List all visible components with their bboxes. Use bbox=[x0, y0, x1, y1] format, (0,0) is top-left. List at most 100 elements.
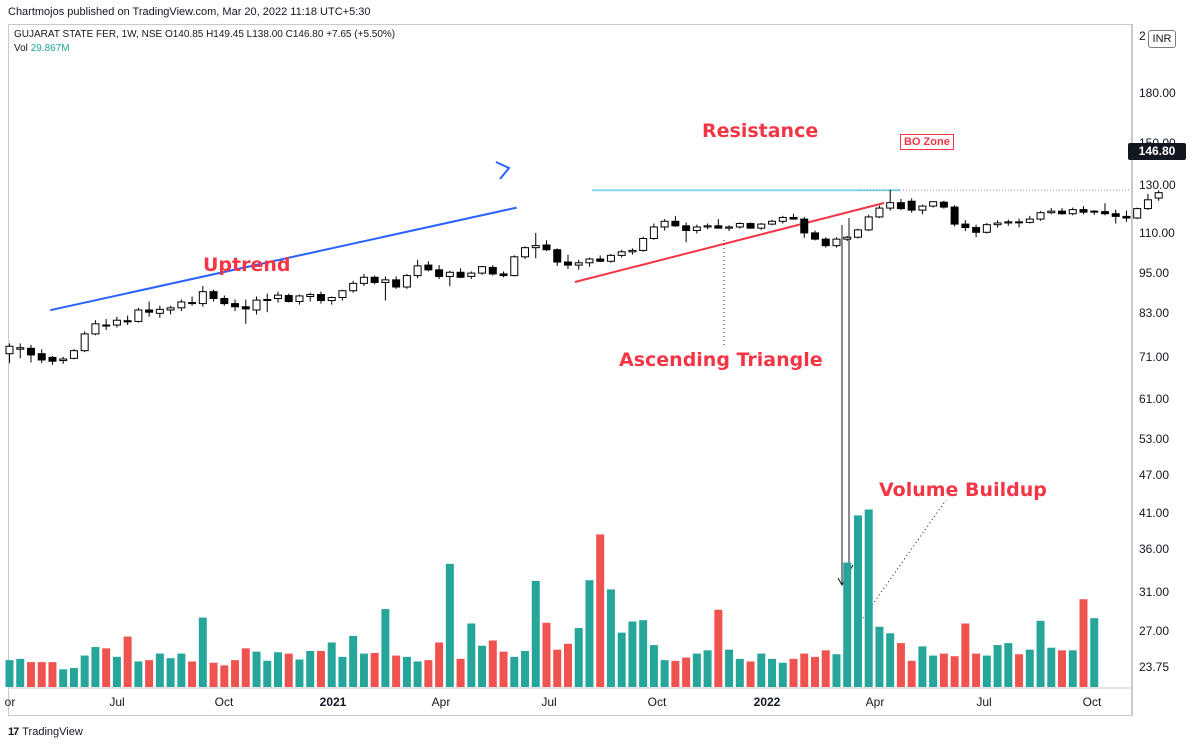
candle-body bbox=[939, 201, 948, 208]
x-tick-label: Oct bbox=[215, 695, 234, 709]
last-price-label: 146.80 bbox=[1128, 143, 1186, 160]
candle-body bbox=[531, 245, 540, 249]
volume-bar bbox=[1058, 650, 1067, 687]
candle-body bbox=[725, 226, 734, 229]
candle-body bbox=[821, 238, 830, 247]
candle-body bbox=[972, 227, 981, 233]
candle-body bbox=[789, 216, 798, 220]
volume-bar bbox=[531, 580, 540, 687]
candle-body bbox=[574, 262, 583, 266]
volume-bar bbox=[639, 620, 648, 687]
y-tick-label: 180.00 bbox=[1139, 86, 1176, 100]
resistance-annotation: Resistance bbox=[702, 120, 819, 142]
volume-bar bbox=[198, 617, 207, 687]
volume-bar bbox=[853, 515, 862, 687]
candle-body bbox=[1154, 192, 1163, 199]
volume-bar bbox=[864, 509, 873, 687]
candle-body bbox=[746, 223, 755, 229]
volume-bars bbox=[5, 509, 1099, 687]
candle-body bbox=[499, 273, 508, 277]
volume-bar bbox=[424, 660, 433, 687]
y-tick-label: 47.00 bbox=[1139, 468, 1169, 482]
chart-frame bbox=[8, 24, 1132, 716]
candle-body bbox=[209, 291, 218, 299]
volume-bar bbox=[950, 656, 959, 687]
support-line bbox=[574, 202, 885, 283]
candle-body bbox=[445, 271, 454, 277]
y-tick-label: 71.00 bbox=[1139, 350, 1169, 364]
candle-body bbox=[1100, 211, 1109, 215]
volume-bar bbox=[5, 660, 14, 687]
volume-bar bbox=[1047, 647, 1056, 687]
volume-buildup-annotation: Volume Buildup bbox=[879, 479, 1047, 501]
x-tick-label: Oct bbox=[648, 695, 667, 709]
candle-body bbox=[864, 216, 873, 231]
volume-bar bbox=[628, 621, 637, 687]
volume-bar bbox=[69, 668, 78, 687]
bo-zone-annotation: BO Zone bbox=[900, 134, 954, 150]
candle-body bbox=[435, 269, 444, 277]
candle-body bbox=[166, 307, 175, 311]
volume-bar bbox=[467, 623, 476, 687]
candle-body bbox=[59, 358, 68, 362]
volume-bar bbox=[338, 656, 347, 687]
candle-body bbox=[778, 216, 787, 222]
x-tick-label: Jul bbox=[541, 695, 556, 709]
candle-body bbox=[1047, 210, 1056, 214]
candle-body bbox=[811, 232, 819, 240]
volume-label: Vol bbox=[14, 43, 28, 54]
candle-body bbox=[1036, 212, 1045, 220]
tradingview-footer[interactable]: 17 TradingView bbox=[8, 726, 83, 738]
volume-bar bbox=[1068, 650, 1077, 687]
candle-body bbox=[1079, 209, 1088, 213]
volume-bar bbox=[961, 623, 970, 687]
volume-bar bbox=[349, 635, 358, 687]
candle-body bbox=[220, 297, 229, 305]
volume-bar bbox=[456, 658, 465, 687]
candle-body bbox=[188, 302, 197, 305]
tradingview-brand: TradingView bbox=[22, 726, 83, 738]
candle-body bbox=[1111, 213, 1120, 217]
candle-body bbox=[875, 207, 884, 218]
y-tick-label: 27.00 bbox=[1139, 624, 1169, 638]
candle-body bbox=[1068, 209, 1077, 215]
candle-body bbox=[1122, 215, 1131, 219]
candle-body bbox=[359, 276, 368, 284]
volume-bar bbox=[843, 562, 852, 687]
volume-bar bbox=[91, 647, 100, 687]
uptrend-annotation: Uptrend bbox=[203, 254, 291, 276]
candle-body bbox=[37, 353, 46, 361]
x-tick-label: or bbox=[5, 695, 16, 709]
y-tick-label: 53.00 bbox=[1139, 432, 1169, 446]
volume-bar bbox=[1036, 620, 1045, 687]
candle-body bbox=[80, 333, 89, 352]
candle-body bbox=[198, 291, 207, 305]
axes: 2180.00150.00130.00110.0095.0083.0071.00… bbox=[5, 29, 1176, 709]
volume-bar bbox=[1025, 649, 1034, 687]
candle-body bbox=[327, 296, 336, 302]
candle-body bbox=[402, 275, 411, 288]
candle-body bbox=[306, 294, 315, 298]
volume-bar bbox=[875, 626, 884, 687]
volume-bar bbox=[177, 653, 186, 687]
candle-body bbox=[424, 264, 433, 271]
candle-body bbox=[295, 295, 304, 303]
volume-bar bbox=[80, 655, 89, 687]
candle-body bbox=[123, 320, 132, 323]
publisher-credit: Chartmojos published on TradingView.com,… bbox=[8, 6, 371, 18]
volume-bar bbox=[26, 662, 35, 687]
candle-body bbox=[596, 258, 605, 262]
y-tick-label: 23.75 bbox=[1139, 660, 1169, 674]
candle-body bbox=[853, 229, 862, 238]
candle-body bbox=[660, 220, 669, 228]
currency-button[interactable]: INR bbox=[1148, 30, 1176, 48]
candle-body bbox=[1004, 221, 1013, 224]
volume-bar bbox=[145, 660, 154, 687]
candle-body bbox=[982, 224, 991, 233]
y-tick-label: 95.00 bbox=[1139, 266, 1169, 280]
x-tick-label: Jul bbox=[976, 695, 991, 709]
volume-bar bbox=[649, 645, 658, 687]
candle-body bbox=[639, 237, 648, 251]
volume-bar bbox=[295, 659, 304, 687]
